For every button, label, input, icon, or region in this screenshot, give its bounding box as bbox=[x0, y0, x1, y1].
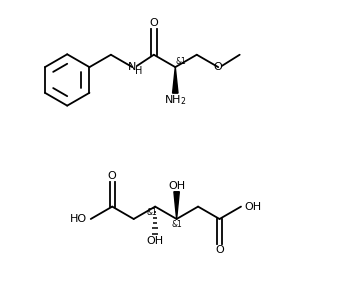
Text: HO: HO bbox=[70, 214, 87, 224]
Text: O: O bbox=[108, 171, 117, 181]
Text: &1: &1 bbox=[171, 220, 182, 229]
Polygon shape bbox=[172, 67, 178, 93]
Text: O: O bbox=[214, 62, 222, 72]
Text: OH: OH bbox=[168, 181, 185, 191]
Text: O: O bbox=[150, 18, 158, 28]
Text: &1: &1 bbox=[147, 207, 157, 217]
Text: H: H bbox=[135, 66, 143, 76]
Text: &1: &1 bbox=[175, 57, 186, 66]
Text: O: O bbox=[215, 245, 224, 255]
Text: OH: OH bbox=[146, 235, 164, 246]
Text: NH$_2$: NH$_2$ bbox=[164, 93, 187, 107]
Text: N: N bbox=[128, 62, 137, 72]
Polygon shape bbox=[174, 192, 179, 219]
Text: OH: OH bbox=[245, 202, 262, 212]
